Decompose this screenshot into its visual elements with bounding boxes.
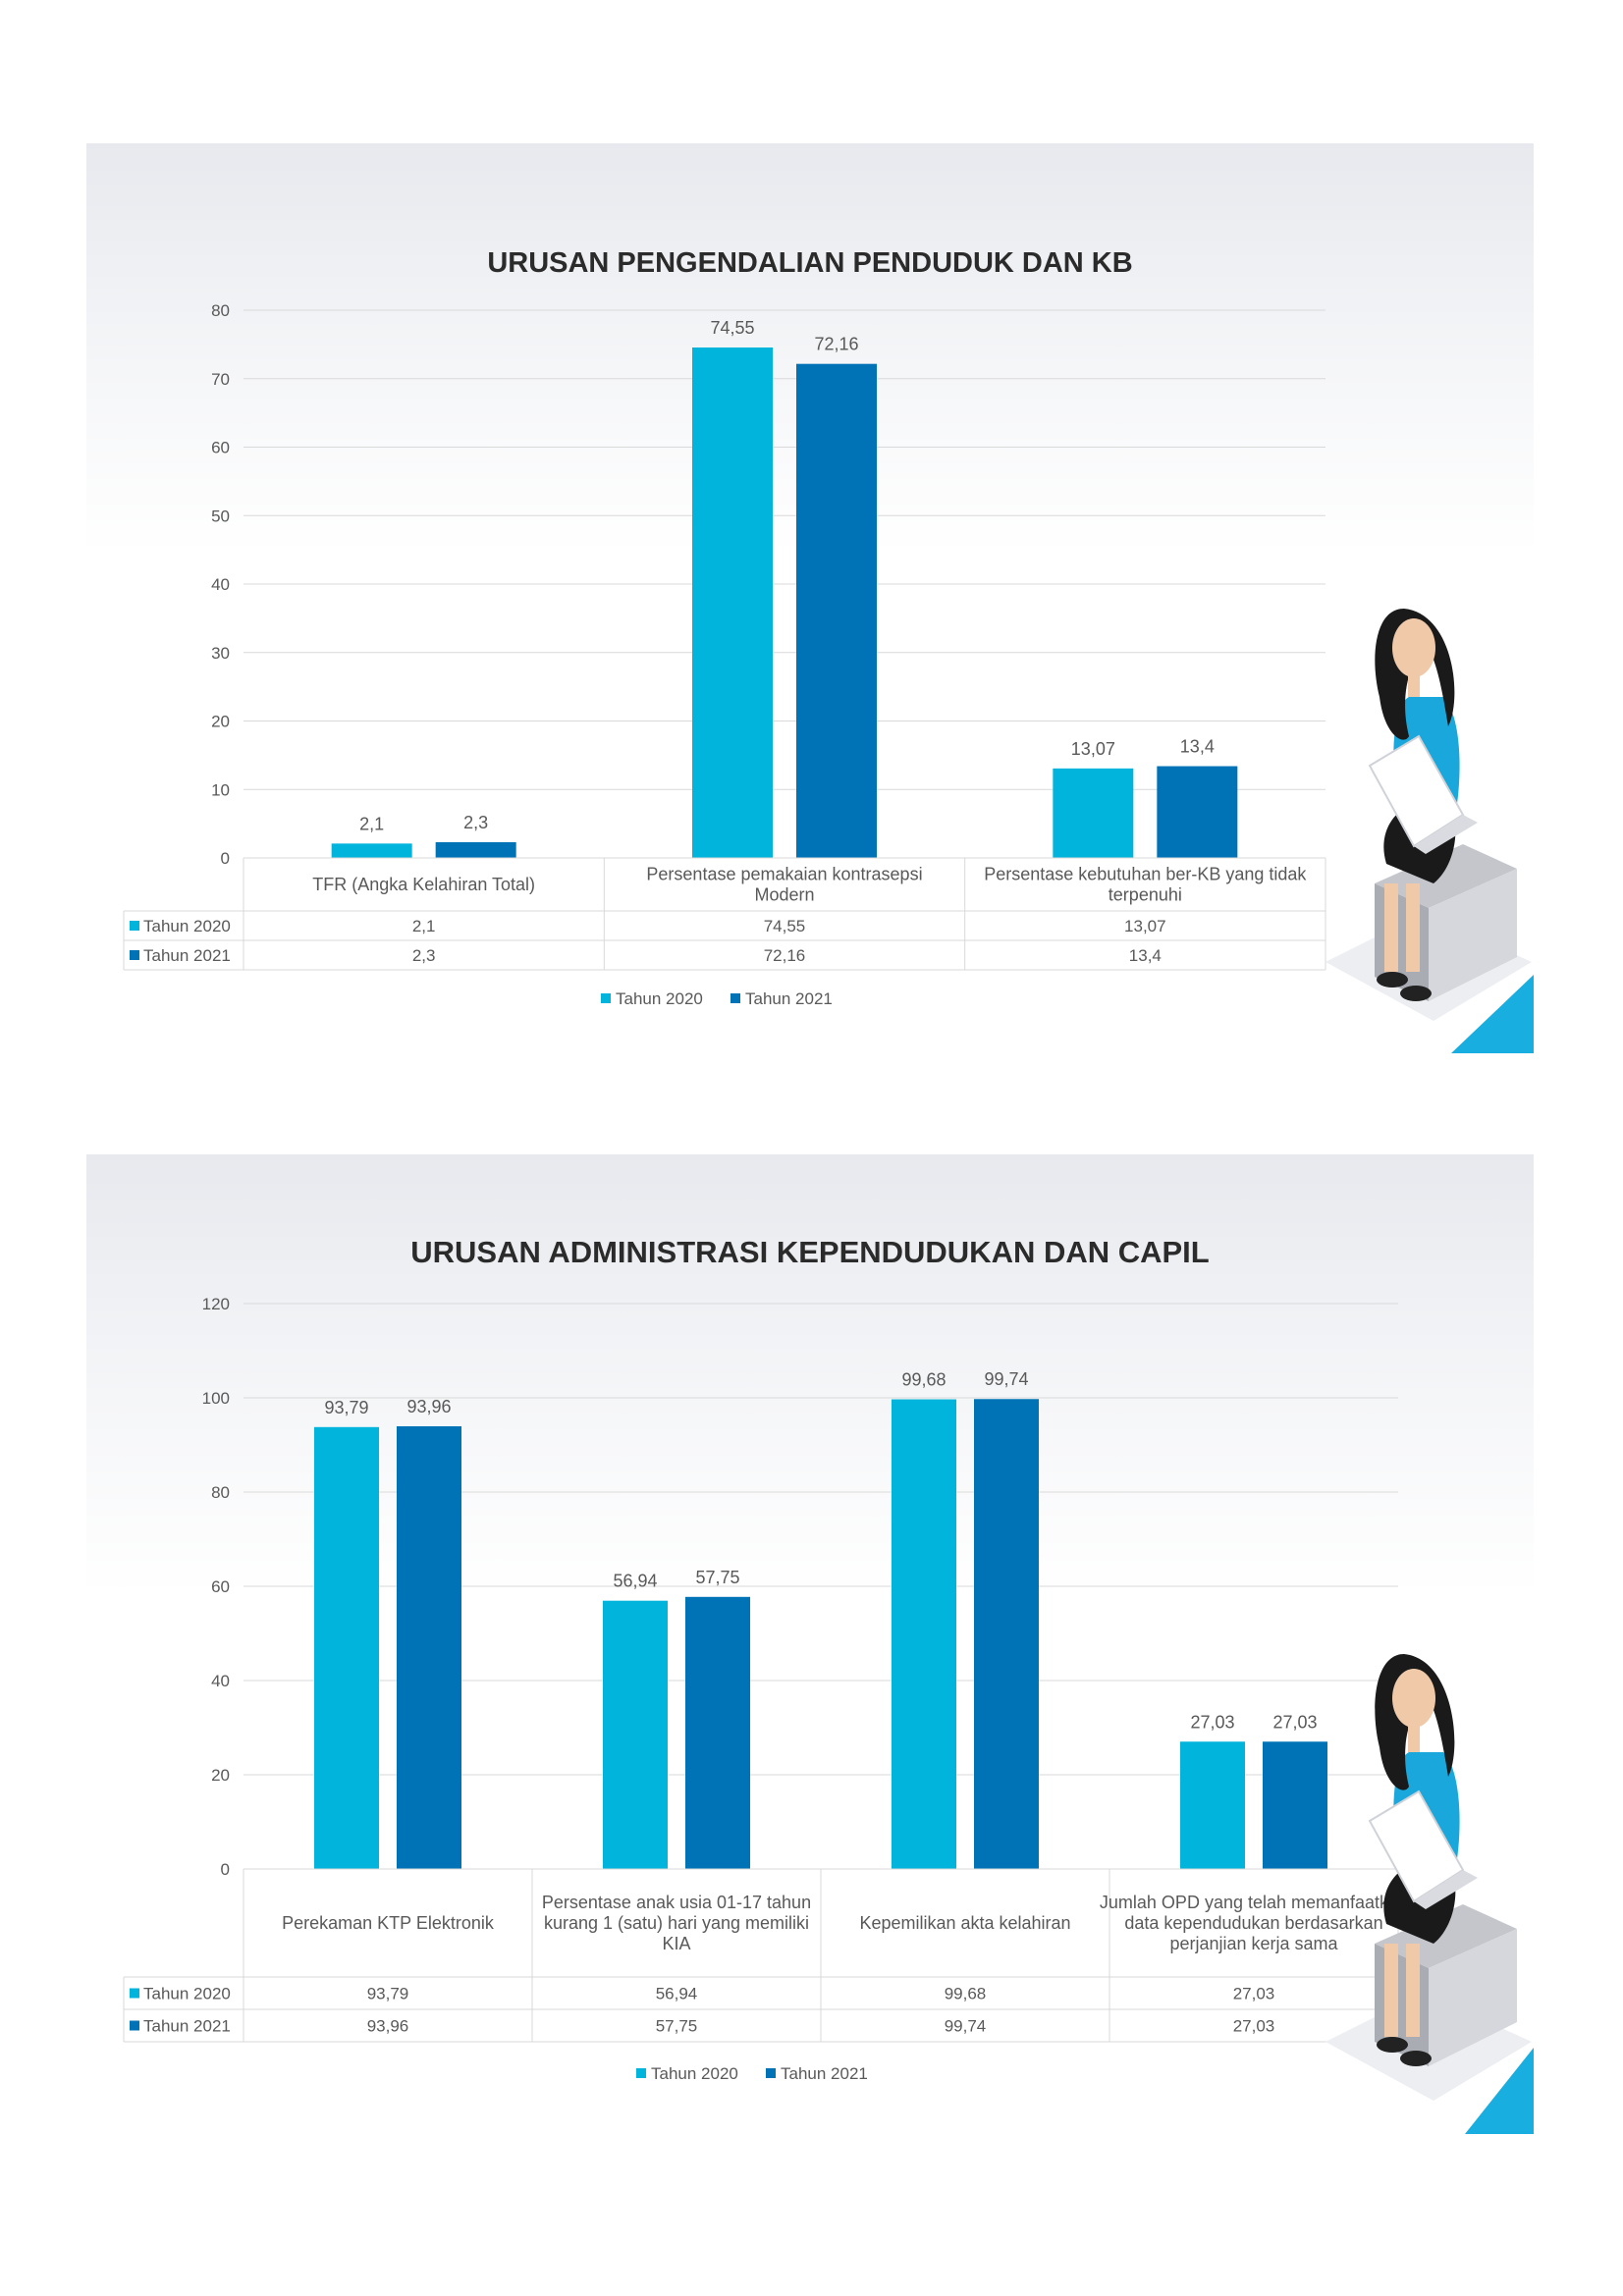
- bar: [685, 1596, 750, 1869]
- data-label: 93,79: [324, 1398, 368, 1417]
- y-tick-label: 0: [221, 849, 230, 868]
- data-label: 27,03: [1272, 1712, 1317, 1732]
- category-label: Persentase pemakaian kontrasepsi: [646, 865, 922, 884]
- legend-key: [636, 2068, 646, 2078]
- bar: [796, 363, 877, 858]
- data-label: 27,03: [1190, 1712, 1234, 1732]
- chart-panel-kb: URUSAN PENGENDALIAN PENDUDUK DAN KB 0 10 2…: [86, 143, 1534, 1053]
- table-cell: 27,03: [1233, 1985, 1275, 2003]
- y-tick-label: 120: [202, 1295, 230, 1313]
- table-row-label: Tahun 2020: [143, 1985, 231, 2003]
- bar: [435, 841, 516, 858]
- corner-triangle: [1451, 975, 1534, 1053]
- corner-triangle: [1465, 2048, 1534, 2134]
- data-label: 72,16: [814, 335, 858, 354]
- bar: [692, 347, 773, 858]
- y-tick-label: 80: [211, 301, 230, 320]
- category-label: Persentase kebutuhan ber-KB yang tidak: [984, 865, 1307, 884]
- data-label: 56,94: [613, 1572, 657, 1591]
- bar: [892, 1399, 956, 1869]
- y-tick-label: 60: [211, 439, 230, 457]
- y-tick-label: 70: [211, 370, 230, 389]
- category-label: Perekaman KTP Elektronik: [282, 1913, 495, 1933]
- category-label: Kepemilikan akta kelahiran: [859, 1913, 1070, 1933]
- table-cell: 13,07: [1124, 917, 1166, 935]
- y-tick-label: 80: [211, 1483, 230, 1502]
- legend-key: [130, 2020, 139, 2031]
- data-label: 93,96: [406, 1397, 451, 1416]
- y-tick-label: 40: [211, 575, 230, 594]
- table-cell: 99,74: [945, 2017, 987, 2036]
- legend-key: [730, 993, 740, 1003]
- bar: [1180, 1741, 1245, 1869]
- bar: [1053, 768, 1134, 858]
- bar: [1157, 766, 1238, 858]
- y-tick-label: 100: [202, 1389, 230, 1408]
- chart-title: URUSAN ADMINISTRASI KEPENDUDUKAN DAN CAP…: [410, 1235, 1210, 1269]
- y-tick-label: 60: [211, 1577, 230, 1596]
- data-label: 13,07: [1071, 739, 1115, 759]
- table-row-label: Tahun 2020: [143, 917, 231, 935]
- category-label: kurang 1 (satu) hari yang memiliki: [544, 1913, 809, 1933]
- y-tick-label: 20: [211, 713, 230, 731]
- bar-chart-capil: 0 20 40 60 80 100 120 93,79 93,96 56,94 57,75 99,68…: [123, 1295, 1408, 2083]
- bar: [974, 1399, 1039, 1869]
- data-label: 99,74: [984, 1369, 1028, 1389]
- chart-panel-capil: URUSAN ADMINISTRASI KEPENDUDUKAN DAN CAP…: [86, 1154, 1534, 2134]
- legend-label: Tahun 2021: [745, 989, 833, 1008]
- table-cell: 27,03: [1233, 2017, 1275, 2036]
- y-tick-label: 30: [211, 644, 230, 663]
- woman-with-laptop-illustration: [1325, 609, 1532, 1021]
- legend-key: [766, 2068, 776, 2078]
- category-label: Jumlah OPD yang telah memanfaatkan: [1100, 1893, 1408, 1912]
- table-cell: 13,4: [1129, 946, 1162, 965]
- y-tick-label: 50: [211, 507, 230, 525]
- data-label: 99,68: [901, 1370, 946, 1390]
- data-label: 2,1: [359, 814, 384, 833]
- bar-chart-kb: 0 10 20 30 40 50 60 70 80 2,1 2,3 74,55 72,16 13,07 13…: [123, 301, 1326, 1008]
- table-cell: 74,55: [764, 917, 806, 935]
- legend-key: [130, 921, 139, 931]
- y-tick-label: 0: [221, 1860, 230, 1879]
- legend-key: [601, 993, 611, 1003]
- category-label: Modern: [754, 885, 814, 905]
- category-label: terpenuhi: [1109, 885, 1182, 905]
- table-row-label: Tahun 2021: [143, 946, 231, 965]
- bar: [331, 843, 412, 858]
- table-cell: 56,94: [656, 1985, 698, 2003]
- category-label: TFR (Angka Kelahiran Total): [312, 875, 535, 894]
- legend-key: [130, 950, 139, 960]
- bar: [397, 1425, 461, 1869]
- legend-label: Tahun 2020: [651, 2064, 738, 2083]
- category-label: Persentase anak usia 01-17 tahun: [542, 1893, 811, 1912]
- table-cell: 93,79: [367, 1985, 409, 2003]
- woman-with-laptop-illustration: [1325, 1654, 1532, 2101]
- legend-key: [130, 1988, 139, 1999]
- table-cell: 99,68: [945, 1985, 987, 2003]
- category-label: KIA: [662, 1934, 690, 1953]
- legend-label: Tahun 2021: [781, 2064, 868, 2083]
- table-cell: 93,96: [367, 2017, 409, 2036]
- table-cell: 2,3: [412, 946, 436, 965]
- table-cell: 2,1: [412, 917, 436, 935]
- y-tick-label: 10: [211, 780, 230, 799]
- table-cell: 72,16: [764, 946, 806, 965]
- data-label: 57,75: [695, 1568, 739, 1587]
- y-tick-label: 20: [211, 1766, 230, 1785]
- chart-title: URUSAN PENGENDALIAN PENDUDUK DAN KB: [487, 247, 1133, 279]
- y-tick-label: 40: [211, 1672, 230, 1690]
- category-label: data kependudukan berdasarkan: [1124, 1913, 1382, 1933]
- legend-label: Tahun 2020: [616, 989, 703, 1008]
- data-label: 74,55: [710, 318, 754, 338]
- bar: [1263, 1741, 1327, 1869]
- data-label: 2,3: [463, 813, 488, 832]
- table-row-label: Tahun 2021: [143, 2017, 231, 2036]
- bar: [314, 1426, 379, 1869]
- category-label: perjanjian kerja sama: [1169, 1934, 1338, 1953]
- table-cell: 57,75: [656, 2017, 698, 2036]
- data-label: 13,4: [1180, 737, 1215, 757]
- bar: [603, 1600, 668, 1869]
